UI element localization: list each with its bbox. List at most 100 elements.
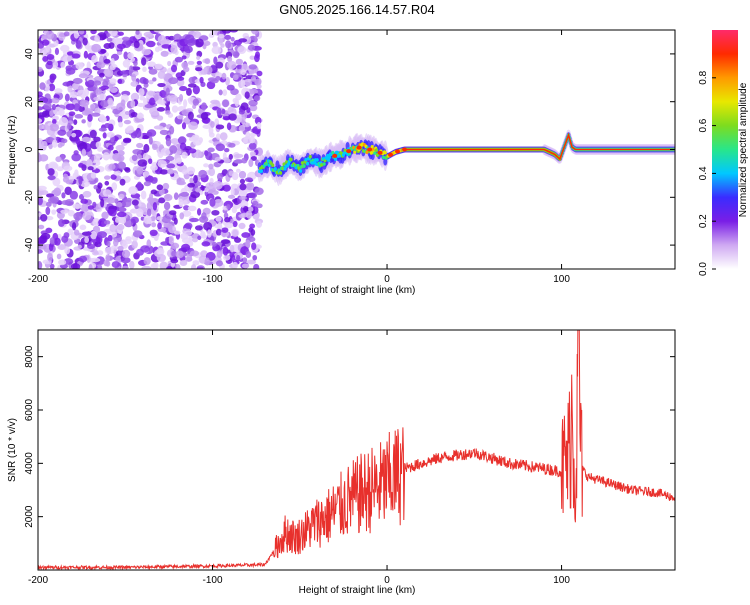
noise-blob — [131, 154, 138, 162]
noise-blob — [123, 119, 132, 125]
ridge-core — [289, 157, 293, 162]
noise-blob — [204, 58, 211, 65]
noise-blob — [245, 210, 253, 219]
noise-blob — [57, 244, 67, 251]
noise-blob — [117, 245, 124, 252]
noise-blob — [119, 178, 126, 186]
noise-blob — [131, 73, 137, 82]
spectrogram-heatmap — [38, 30, 675, 269]
noise-blob — [211, 46, 222, 55]
noise-blob — [184, 45, 193, 54]
noise-blob — [78, 255, 88, 263]
ridge-hotspot — [332, 153, 338, 158]
noise-blob — [145, 40, 156, 48]
noise-blob — [245, 131, 251, 139]
noise-blob — [215, 133, 221, 140]
noise-blob — [121, 36, 130, 41]
noise-blob — [203, 163, 209, 168]
noise-blob — [149, 192, 154, 202]
noise-blob — [196, 55, 201, 60]
noise-blob — [219, 132, 228, 141]
noise-blob — [65, 103, 76, 111]
noise-blob — [102, 152, 110, 161]
colorbar-tick-label: 0.4 — [698, 166, 709, 180]
noise-blob — [134, 204, 139, 210]
noise-blob — [151, 222, 157, 228]
noise-blob — [179, 86, 188, 92]
noise-blob — [73, 212, 83, 221]
noise-blob — [143, 143, 150, 153]
ridge-core — [322, 162, 326, 166]
noise-blob — [104, 180, 110, 186]
noise-blob — [71, 132, 77, 138]
noise-blob — [162, 209, 170, 215]
y-tick-label: 8000 — [24, 345, 35, 368]
y-tick-label: 40 — [24, 48, 35, 60]
noise-blob — [39, 82, 46, 90]
noise-blob — [181, 151, 188, 159]
noise-blob — [56, 253, 62, 260]
noise-blob — [143, 257, 151, 266]
noise-blob — [157, 222, 162, 230]
noise-blob — [176, 157, 183, 164]
noise-blob — [241, 263, 250, 269]
ridge-core — [273, 167, 277, 171]
noise-blob — [101, 211, 109, 220]
noise-blob — [196, 266, 204, 269]
noise-blob — [61, 192, 66, 199]
noise-blob — [226, 60, 237, 70]
noise-blob — [242, 257, 248, 264]
noise-blob — [120, 257, 131, 264]
colorbar: 0.0 0.2 0.4 0.6 0.8 Normalized spectral ampl… — [698, 30, 749, 276]
noise-blob — [40, 232, 51, 240]
noise-blob — [116, 211, 127, 218]
colorbar-tick-label: 0.8 — [698, 70, 709, 84]
noise-blob — [104, 246, 115, 255]
snr-ylabel: SNR (10 * v/v) — [7, 418, 18, 482]
ridge-core — [373, 151, 377, 155]
noise-blob — [41, 97, 48, 103]
noise-blob — [181, 210, 192, 217]
y-tick-label: 0 — [24, 146, 35, 152]
noise-blob — [150, 263, 158, 269]
noise-blob — [150, 189, 158, 195]
noise-blob — [168, 35, 175, 41]
noise-blob — [129, 65, 134, 74]
noise-blob — [216, 250, 223, 259]
noise-blob — [184, 230, 193, 236]
noise-blob — [45, 136, 55, 143]
noise-blob — [181, 109, 189, 116]
noise-blob — [197, 235, 202, 241]
noise-blob — [230, 187, 235, 196]
noise-blob — [187, 182, 196, 188]
noise-blob — [223, 254, 231, 261]
noise-blob — [126, 197, 132, 203]
noise-blob — [48, 161, 58, 171]
ridge-hotspot — [346, 149, 352, 154]
noise-blob — [141, 48, 152, 56]
noise-blob — [72, 203, 83, 209]
noise-blob — [109, 223, 118, 233]
noise-blob — [108, 30, 118, 37]
noise-blob — [203, 66, 208, 75]
noise-blob — [191, 237, 198, 243]
noise-blob — [117, 31, 124, 36]
noise-blob — [130, 111, 138, 118]
noise-blob — [112, 153, 122, 162]
noise-blob — [136, 142, 144, 149]
noise-blob — [176, 76, 185, 81]
noise-blob — [215, 143, 225, 152]
noise-blob — [239, 178, 246, 184]
noise-blob — [228, 153, 233, 160]
noise-blob — [80, 180, 90, 188]
noise-blob — [182, 169, 188, 175]
noise-blob — [206, 229, 212, 238]
noise-blob — [170, 64, 178, 73]
noise-blob — [167, 60, 172, 67]
noise-blob — [136, 181, 143, 190]
noise-blob — [229, 244, 235, 253]
noise-blob — [49, 263, 55, 269]
noise-blob — [252, 200, 259, 207]
noise-blob — [161, 215, 171, 224]
noise-blob — [122, 265, 129, 269]
